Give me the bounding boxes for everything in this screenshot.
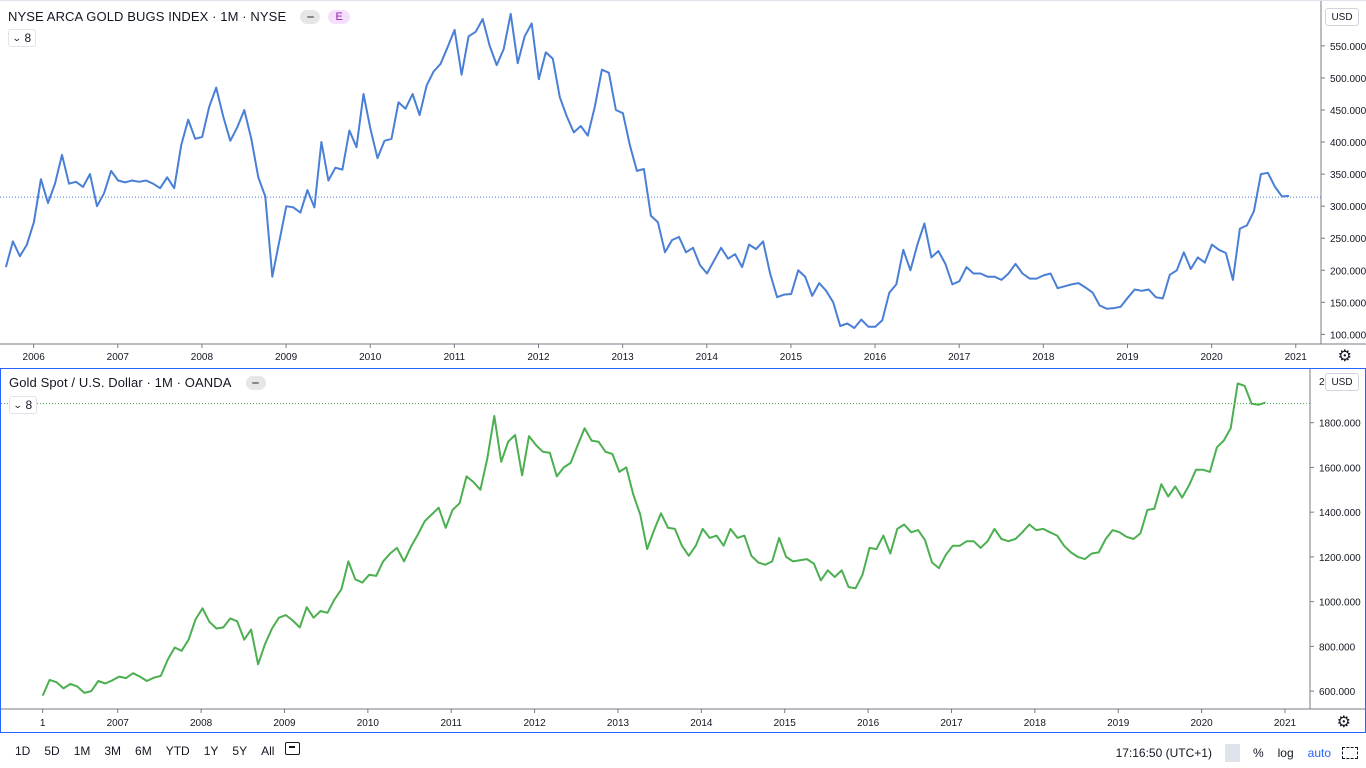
chart-pane-gdx[interactable]: 550.000 500.000 450.000 400.000 350.000 300.0…: [0, 0, 1366, 368]
y-tick-label: 450.000: [1330, 106, 1366, 117]
currency-badge[interactable]: USD: [1325, 8, 1359, 26]
x-tick-label: 1: [40, 718, 46, 729]
y-tick-label: 550.000: [1330, 42, 1366, 53]
timeframe-3m[interactable]: 3M: [104, 744, 122, 758]
x-tick-label: 2021: [1274, 718, 1297, 729]
y-tick-label: 150.000: [1330, 298, 1366, 309]
y-tick-label: 100.000: [1330, 330, 1366, 341]
y-tick-label: 350.000: [1330, 170, 1366, 181]
x-tick-label: 2010: [357, 718, 380, 729]
auto-scale-button[interactable]: auto: [1307, 746, 1331, 760]
indicator-count: 8: [25, 398, 33, 412]
y-tick-label: 600.000: [1319, 687, 1356, 698]
replay-icon[interactable]: [285, 742, 300, 755]
x-tick-label: 2015: [774, 718, 797, 729]
x-tick-label: 2014: [690, 718, 713, 729]
indicator-count-toggle[interactable]: ⌄ 8: [8, 29, 37, 47]
percent-scale-button[interactable]: %: [1252, 746, 1264, 760]
y-tick-label: 300.000: [1330, 202, 1366, 213]
x-tick-label: 2019: [1107, 718, 1130, 729]
timeframe-5d[interactable]: 5D: [44, 744, 60, 758]
y-tick-label: 800.000: [1319, 642, 1356, 653]
x-tick-label: 2020: [1190, 718, 1213, 729]
x-tick-label: 2020: [1200, 352, 1223, 363]
x-tick-label: 2007: [107, 352, 130, 363]
indicator-count-toggle[interactable]: ⌄ 8: [9, 396, 38, 414]
timeframe-1m[interactable]: 1M: [73, 744, 91, 758]
fullscreen-icon[interactable]: [1342, 747, 1358, 759]
y-tick-label: 250.000: [1330, 234, 1366, 245]
indicator-count: 8: [24, 31, 32, 45]
x-tick-label: 2006: [23, 352, 46, 363]
x-tick-label: 2016: [864, 352, 887, 363]
gold-spot-legend: Gold Spot / U.S. Dollar · 1M · OANDA: [9, 375, 266, 390]
x-tick-label: 2012: [527, 352, 550, 363]
x-tick-label: 2019: [1116, 352, 1139, 363]
x-tick-label: 2018: [1024, 718, 1047, 729]
x-tick-label: 2012: [523, 718, 546, 729]
x-tick-label: 2009: [275, 352, 298, 363]
x-tick-label: 2014: [696, 352, 719, 363]
y-tick-label: 1800.000: [1319, 419, 1361, 430]
chart-pane-gold[interactable]: 1800.000 1600.000 1400.000 1200.000 1000.000…: [0, 368, 1366, 733]
gear-icon[interactable]: ⚙: [1337, 348, 1352, 365]
timeframe-all[interactable]: All: [261, 744, 275, 758]
gold-bugs-title: NYSE ARCA GOLD BUGS INDEX · 1M · NYSE: [8, 9, 287, 24]
price-series-line: [4, 12, 1290, 329]
timeframe-6m[interactable]: 6M: [135, 744, 152, 758]
timeframe-1y[interactable]: 1Y: [203, 744, 219, 758]
chevron-down-icon: ⌄: [12, 399, 23, 410]
x-tick-label: 2021: [1285, 352, 1308, 363]
y-tick-label-partial: 20: [1319, 377, 1331, 388]
timeframe-1d[interactable]: 1D: [15, 744, 31, 758]
x-tick-label: 2009: [273, 718, 296, 729]
log-scale-button[interactable]: log: [1277, 746, 1294, 760]
price-series-line: [41, 382, 1266, 697]
x-tick-label: 2017: [948, 352, 971, 363]
divider: [1224, 744, 1240, 762]
scale-controls: 17:16:50 (UTC+1) % log auto: [1109, 744, 1366, 762]
bottom-toolbar: 1D 5D 1M 3M 6M YTD 1Y 5Y All 17:16:50 (UTC+1) % …: [0, 733, 1366, 768]
x-tick-label: 2015: [780, 352, 803, 363]
earnings-badge[interactable]: E: [328, 9, 351, 24]
clock-display[interactable]: 17:16:50 (UTC+1): [1115, 746, 1212, 760]
x-tick-label: 2011: [444, 352, 466, 363]
y-tick-label: 1600.000: [1319, 463, 1361, 474]
x-tick-label: 2016: [857, 718, 880, 729]
y-tick-label: 400.000: [1330, 138, 1366, 149]
x-tick-label: 2010: [359, 352, 382, 363]
currency-badge[interactable]: USD: [1325, 373, 1359, 391]
timeframe-ytd[interactable]: YTD: [165, 744, 190, 758]
y-tick-label: 200.000: [1330, 266, 1366, 277]
x-tick-label: 2013: [607, 718, 630, 729]
hide-indicator-icon[interactable]: [245, 375, 266, 390]
gold-bugs-legend: NYSE ARCA GOLD BUGS INDEX · 1M · NYSE E: [8, 9, 351, 24]
chevron-down-icon: ⌄: [11, 32, 22, 43]
y-tick-label: 1200.000: [1319, 553, 1361, 564]
x-tick-label: 2008: [191, 352, 214, 363]
x-tick-label: 2013: [612, 352, 635, 363]
gold-spot-title: Gold Spot / U.S. Dollar · 1M · OANDA: [9, 375, 232, 390]
hide-indicator-icon[interactable]: [300, 9, 321, 24]
x-tick-label: 2008: [190, 718, 213, 729]
x-tick-label: 2007: [107, 718, 130, 729]
gear-icon[interactable]: ⚙: [1336, 714, 1351, 731]
y-tick-label: 1000.000: [1319, 598, 1361, 609]
y-tick-label: 1400.000: [1319, 508, 1361, 519]
timeframe-selector: 1D 5D 1M 3M 6M YTD 1Y 5Y All: [8, 744, 281, 758]
x-tick-label: 2011: [440, 718, 462, 729]
timeframe-5y[interactable]: 5Y: [232, 744, 248, 758]
gold-spot-chart[interactable]: 1800.0001600.0001400.0001200.0001000.000…: [1, 369, 1365, 732]
gold-bugs-chart[interactable]: 550.000 500.000 450.000 400.000 350.000 300.0…: [0, 1, 1366, 369]
y-tick-label: 500.000: [1330, 74, 1366, 85]
x-tick-label: 2018: [1032, 352, 1055, 363]
x-tick-label: 2017: [940, 718, 963, 729]
